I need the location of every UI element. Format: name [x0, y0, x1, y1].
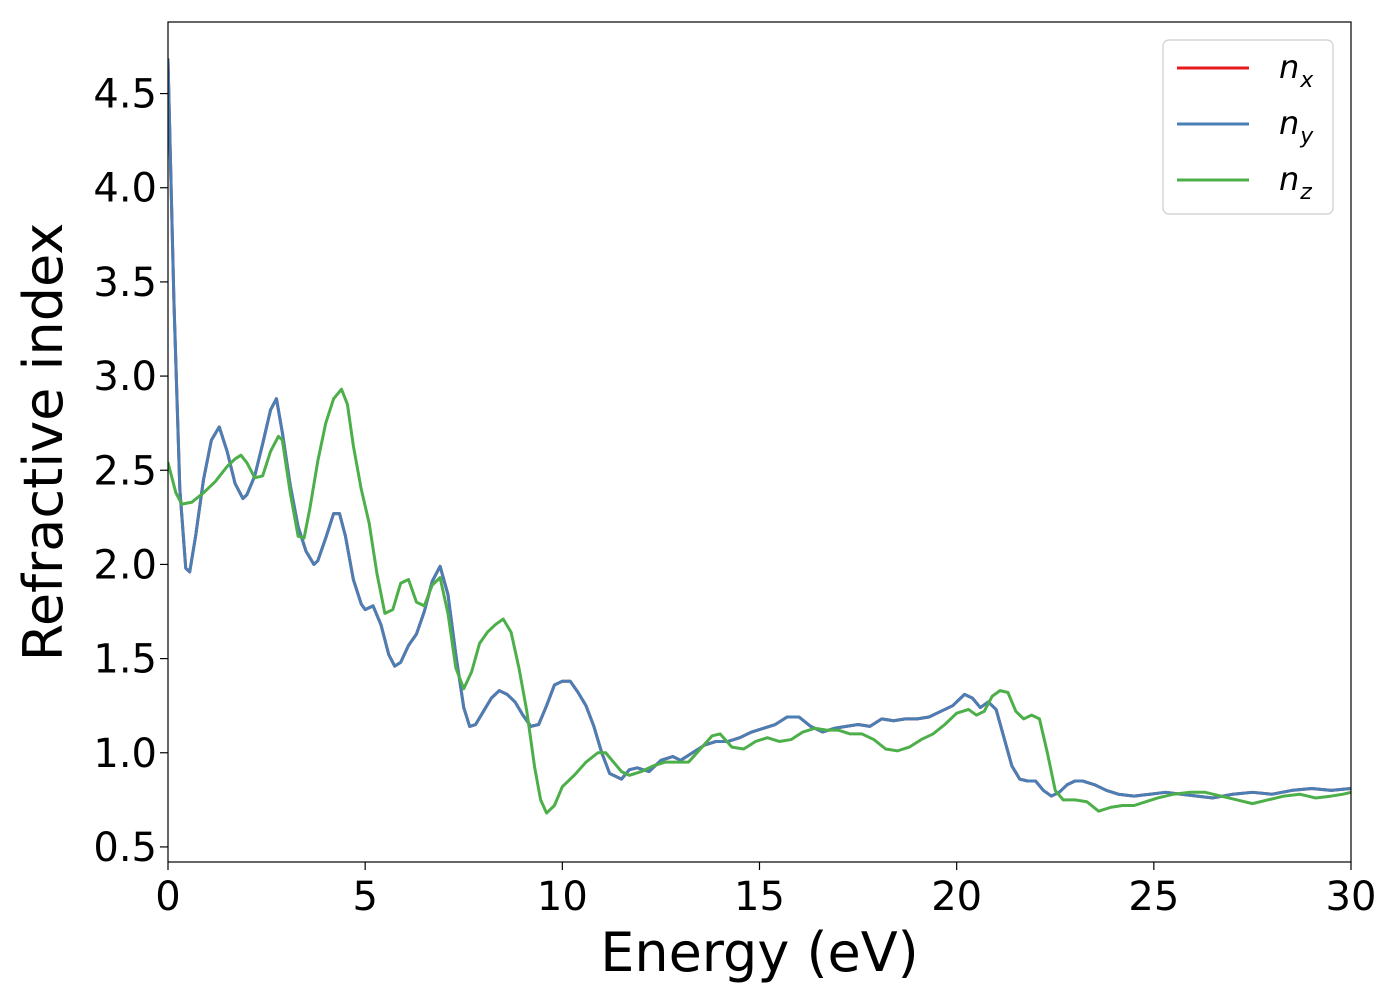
y-tick-label: 1.5: [93, 637, 157, 683]
x-tick-label: 15: [734, 874, 785, 920]
x-tick-label: 5: [352, 874, 377, 920]
y-tick-label: 2.5: [93, 448, 157, 494]
y-tick-label: 4.0: [93, 166, 157, 212]
y-tick-label: 3.5: [93, 260, 157, 306]
y-axis-label: Refractive index: [12, 223, 75, 662]
x-axis-label: Energy (eV): [600, 921, 919, 984]
x-axis: 0 5 10 15 20 25 30: [155, 862, 1376, 920]
y-tick-label: 2.0: [93, 542, 157, 588]
series-layer: [168, 58, 1351, 815]
y-tick-label: 0.5: [93, 825, 157, 871]
y-axis: 0.5 1.0 1.5 2.0 2.5 3.0 3.5 4.0 4.5: [93, 72, 168, 871]
x-tick-label: 10: [537, 874, 588, 920]
legend-box: [1162, 39, 1334, 215]
y-tick-label: 4.5: [93, 72, 157, 118]
series-line-y: [168, 58, 1351, 800]
x-tick-label: 20: [931, 874, 982, 920]
x-tick-label: 0: [155, 874, 180, 920]
series-line-z: [168, 387, 1351, 815]
y-tick-label: 3.0: [93, 354, 157, 400]
x-tick-label: 25: [1128, 874, 1179, 920]
y-tick-label: 1.0: [93, 731, 157, 777]
x-tick-label: 30: [1326, 874, 1377, 920]
